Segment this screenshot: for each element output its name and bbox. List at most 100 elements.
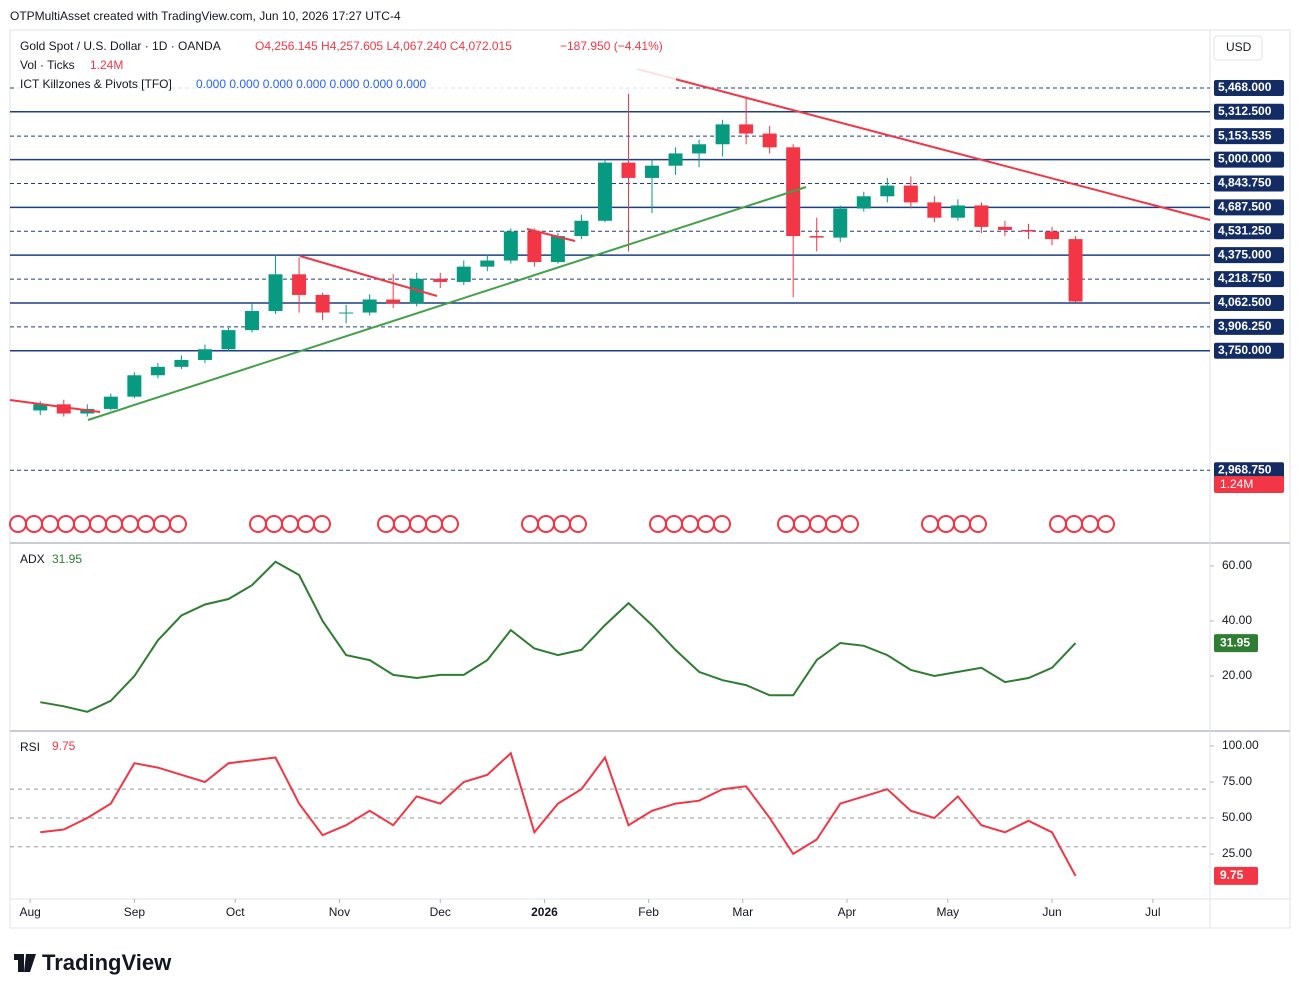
event-flag — [425, 515, 443, 533]
event-flag — [521, 515, 539, 533]
symbol[interactable]: Gold Spot / U.S. Dollar · 1D · OANDA — [20, 39, 221, 53]
x-tick-label: Oct — [226, 905, 245, 919]
candle-body — [503, 231, 518, 261]
event-flag — [537, 515, 555, 533]
x-tick-label: Apr — [838, 905, 857, 919]
y-tick-label: 4,531.250 — [1218, 223, 1272, 237]
volume-axis-box — [1214, 476, 1284, 493]
price-label-box — [1214, 128, 1284, 145]
indicator-line — [40, 751, 1077, 877]
event-flag — [841, 515, 859, 533]
event-flag — [937, 515, 955, 533]
y-tick-label: 75.00 — [1222, 774, 1252, 788]
event-flag — [121, 515, 139, 533]
x-tick-label: Aug — [19, 905, 40, 919]
candle-body — [550, 236, 565, 263]
indicator[interactable]: ICT Killzones & Pivots [TFO] — [20, 77, 172, 91]
event-flag — [25, 515, 43, 533]
event-flag — [169, 515, 187, 533]
price-label-box — [1214, 175, 1284, 192]
candle-body — [1045, 231, 1060, 240]
chart-frame — [9, 29, 1291, 929]
y-tick-label: 3,906.250 — [1218, 319, 1272, 333]
candle-body — [315, 294, 330, 313]
candle-body — [268, 274, 283, 312]
candle-body — [409, 278, 424, 304]
event-flag — [41, 515, 59, 533]
x-tick-label: May — [936, 905, 959, 919]
trend-line — [87, 186, 807, 421]
change: −187.950 (−4.41%) — [560, 39, 663, 53]
rsi-title: RSI — [20, 740, 40, 754]
volume-label[interactable]: Vol · Ticks — [20, 58, 75, 72]
event-flag — [681, 515, 699, 533]
event-flag — [569, 515, 587, 533]
y-tick-label: 5,153.535 — [1218, 128, 1272, 142]
candle-body — [903, 185, 918, 203]
event-flag — [921, 515, 939, 533]
y-tick-label: 4,687.500 — [1218, 200, 1272, 214]
currency-button[interactable] — [1213, 35, 1263, 61]
price-label-box — [1214, 294, 1284, 311]
price-label-box — [1214, 151, 1284, 168]
y-tick-label: 4,375.000 — [1218, 247, 1272, 261]
y-tick-label: 4,218.750 — [1218, 271, 1272, 285]
currency[interactable]: USD — [1226, 40, 1252, 54]
event-flag — [1081, 515, 1099, 533]
event-flag — [1049, 515, 1067, 533]
event-flag — [825, 515, 843, 533]
candle-body — [150, 366, 165, 376]
candle-body — [1068, 239, 1083, 302]
candle-body — [739, 124, 754, 134]
x-tick-label: Feb — [638, 905, 659, 919]
price-label-box — [1214, 247, 1284, 264]
y-tick-label: 2,968.750 — [1218, 462, 1272, 476]
candle-body — [527, 231, 542, 263]
event-flag — [793, 515, 811, 533]
event-flag — [249, 515, 267, 533]
candle-body — [1021, 229, 1036, 232]
event-flag — [1097, 515, 1115, 533]
candle-body — [715, 124, 730, 145]
logo: TradingView — [42, 950, 172, 975]
candle-body — [974, 205, 989, 227]
y-tick-label: 4,843.750 — [1218, 176, 1272, 190]
candle-body — [621, 162, 636, 178]
legend-value: 9.75 — [52, 739, 76, 753]
volume-value: 1.24M — [90, 58, 123, 72]
candle-body — [56, 404, 71, 414]
candle-body — [362, 299, 377, 313]
y-tick-label: 100.00 — [1222, 738, 1259, 752]
y-tick-label: 60.00 — [1222, 558, 1252, 572]
event-flag — [953, 515, 971, 533]
price-label-box — [1214, 462, 1284, 479]
event-flag — [313, 515, 331, 533]
candle-body — [197, 349, 212, 360]
price-label-box — [1214, 271, 1284, 288]
candle-body — [645, 165, 660, 178]
candle-body — [997, 226, 1012, 230]
y-tick-label: 20.00 — [1222, 668, 1252, 682]
y-tick-label: 40.00 — [1222, 613, 1252, 627]
event-flag — [1065, 515, 1083, 533]
legend-bg — [16, 38, 676, 94]
candle-body — [33, 404, 48, 411]
x-tick-label: 2026 — [531, 905, 558, 919]
value-label: 9.75 — [1220, 868, 1244, 882]
event-flag — [377, 515, 395, 533]
adx-title: ADX — [20, 552, 45, 566]
candle-body — [927, 202, 942, 218]
event-flag — [265, 515, 283, 533]
x-tick-label: Sep — [124, 905, 146, 919]
event-flag — [713, 515, 731, 533]
legend-value: 31.95 — [52, 552, 82, 566]
event-flag — [649, 515, 667, 533]
event-flag — [281, 515, 299, 533]
candle-body — [245, 311, 260, 331]
event-flag — [777, 515, 795, 533]
candle-body — [127, 375, 142, 397]
candle-body — [103, 396, 118, 409]
candle-body — [339, 312, 354, 314]
event-flag — [697, 515, 715, 533]
